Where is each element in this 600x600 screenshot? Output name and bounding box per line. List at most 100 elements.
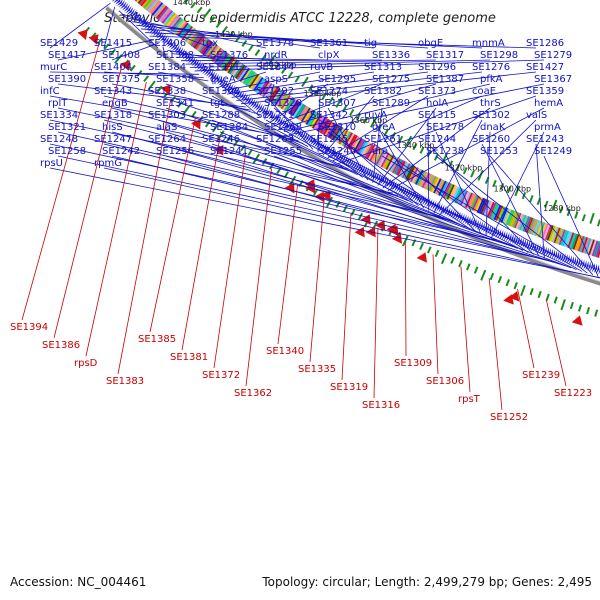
cog-band-segment	[291, 101, 302, 117]
cds-arrow	[302, 132, 308, 141]
cds-arrow	[350, 159, 356, 169]
cog-band-segment	[257, 80, 269, 95]
outer-leader-line	[481, 143, 540, 257]
cog-band-segment	[524, 216, 532, 233]
outer-leader-line	[319, 143, 524, 251]
cds-arrow	[470, 218, 475, 228]
outer-gene-label: mnmA	[472, 38, 505, 49]
outer-leader-line	[264, 83, 275, 120]
tick-mark	[156, 85, 163, 93]
tick-mark	[419, 242, 424, 250]
cds-arrow	[125, 5, 132, 14]
inner-gene-label: SE1316	[362, 400, 400, 411]
outer-gene-label: SE1320	[264, 98, 302, 109]
outer-leader-line	[149, 35, 537, 49]
inner-gene-label: SE1239	[522, 370, 560, 381]
outer-gene-label: rpmG	[94, 158, 122, 169]
cds-arrow	[547, 248, 551, 258]
inner-gene-label: SE1394	[10, 322, 48, 333]
cds-arrow	[128, 8, 136, 17]
cog-band-segment	[283, 96, 294, 112]
cog-band-segment	[359, 141, 369, 157]
cds-arrow	[231, 86, 237, 95]
outer-leader-line	[373, 119, 424, 209]
outer-leader-line	[373, 143, 529, 253]
cog-band-segment	[277, 92, 288, 108]
cog-band-segment	[319, 118, 330, 134]
cds-arrow	[376, 173, 381, 183]
cog-band-segment	[493, 204, 502, 221]
outer-gene-label: SE1302	[472, 110, 510, 121]
cds-arrow	[380, 175, 385, 185]
cog-band-segment	[163, 11, 175, 25]
tick-mark	[492, 179, 497, 188]
cds-arrow	[209, 71, 216, 80]
reverse-cds-arrow	[386, 223, 397, 235]
cds-arrow	[526, 240, 531, 250]
cog-band-segment	[572, 234, 580, 250]
outer-gene-label: nrdR	[264, 50, 288, 61]
cds-arrow	[495, 228, 500, 238]
cog-band-segment	[157, 6, 169, 21]
tick-mark	[196, 6, 203, 14]
cog-band-segment	[534, 220, 542, 237]
cog-band-segment	[285, 97, 296, 113]
reverse-cds-arrow	[160, 84, 171, 95]
cds-arrow	[298, 129, 304, 139]
cog-band-segment	[254, 78, 266, 93]
cds-arrow	[166, 39, 173, 48]
cds-arrow	[430, 199, 435, 209]
cds-arrow	[319, 142, 325, 151]
tick-mark	[96, 37, 103, 45]
cog-band-segment	[322, 120, 333, 136]
cds-arrow	[222, 80, 228, 89]
cds-arrow	[262, 107, 269, 116]
cds-arrow	[253, 101, 259, 110]
cog-band-segment	[296, 104, 307, 120]
cds-arrow	[268, 111, 274, 120]
outer-leader-line	[145, 32, 483, 49]
cds-arrow	[238, 91, 245, 100]
outer-leader-line	[332, 95, 483, 162]
leader-lines	[21, 2, 600, 411]
cds-arrow	[587, 261, 591, 272]
cog-band-segment	[588, 239, 595, 256]
cog-band-segment	[143, 0, 152, 9]
outer-gene-label: thrS	[480, 98, 501, 109]
tick-mark	[328, 96, 334, 104]
outer-gene-labels: SE1429 SE1415 SE1406 tpx SE1378 SE1361 tig obgE…	[40, 38, 572, 169]
cog-band-segment	[145, 0, 157, 12]
inner-leader-line	[432, 254, 439, 375]
outer-gene-label: murC	[40, 62, 67, 73]
cds-arrow	[348, 158, 354, 168]
cds-arrow	[581, 259, 585, 270]
outer-gene-label: SE1303	[148, 110, 186, 121]
outer-leader-line	[157, 95, 304, 145]
outer-leader-line	[273, 131, 466, 228]
cog-band-segment	[225, 58, 237, 73]
inner-gene-label: SE1383	[106, 376, 144, 387]
outer-gene-label: SE1361	[310, 38, 348, 49]
tick-mark	[574, 211, 579, 219]
outer-gene-label: SE1261	[364, 134, 402, 145]
feature-rings	[77, 0, 600, 326]
tick-mark	[477, 169, 484, 181]
outer-gene-label: SE1404	[94, 62, 132, 73]
outer-gene-label: SE1286	[526, 38, 564, 49]
cds-arrow	[118, 0, 125, 8]
tick-mark	[349, 108, 355, 116]
cog-band-segment	[230, 61, 242, 76]
cds-arrow	[163, 36, 170, 45]
cog-band-segment	[478, 198, 487, 214]
tick-mark	[233, 139, 239, 147]
cog-band-segment	[392, 158, 401, 174]
cog-band-segment	[216, 52, 228, 67]
cog-band-segment	[148, 0, 161, 14]
cds-arrow	[205, 68, 212, 77]
outer-gene-label: tgt	[210, 98, 224, 109]
outer-gene-label: SE1243	[526, 134, 564, 145]
cog-band-segment	[562, 230, 570, 247]
cog-band-segment	[507, 210, 515, 226]
cds-arrow	[539, 244, 543, 255]
inner-gene-labels: SE1394 SE1386 rpsD SE1383 SE1385 SE1381 SE1372…	[10, 322, 592, 423]
